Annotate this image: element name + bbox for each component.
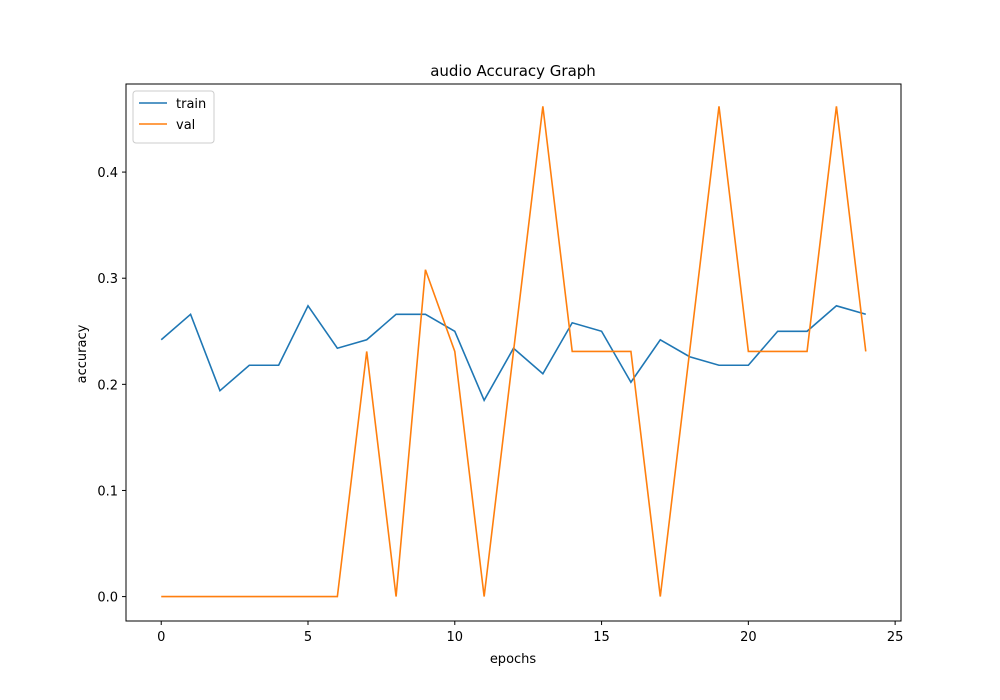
x-axis: 0 5 10 15 20 25 xyxy=(157,621,903,645)
plot-area xyxy=(125,83,902,622)
series-line-val xyxy=(161,106,867,598)
y-axis-label: accuracy xyxy=(75,324,90,383)
legend-box xyxy=(132,90,215,144)
x-tick-label: 15 xyxy=(593,630,610,645)
x-tick-label: 25 xyxy=(887,630,904,645)
legend: train val xyxy=(132,90,215,144)
x-axis-label: epochs xyxy=(490,652,537,667)
legend-label-train: train xyxy=(176,97,206,112)
series-layer xyxy=(160,106,867,598)
legend-label-val: val xyxy=(176,118,195,133)
y-axis: 0.0 0.1 0.2 0.3 0.4 xyxy=(97,166,126,606)
y-tick-label: 0.0 xyxy=(97,591,118,606)
y-tick-label: 0.1 xyxy=(97,484,118,499)
axes-frame xyxy=(125,83,902,622)
x-tick-label: 5 xyxy=(304,630,312,645)
x-tick-label: 20 xyxy=(740,630,757,645)
y-tick-label: 0.3 xyxy=(97,272,118,287)
x-tick-label: 10 xyxy=(447,630,464,645)
chart-title: audio Accuracy Graph xyxy=(430,62,596,80)
y-tick-label: 0.2 xyxy=(97,378,118,393)
y-tick-label: 0.4 xyxy=(97,166,118,181)
x-tick-label: 0 xyxy=(157,630,165,645)
